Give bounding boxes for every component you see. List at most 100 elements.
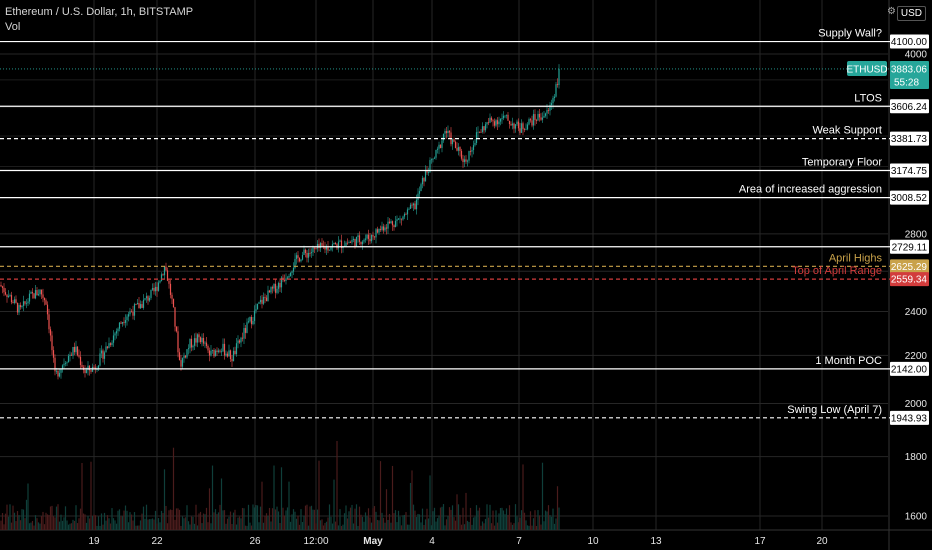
candle-body (256, 303, 259, 310)
volume-bar (244, 525, 247, 530)
candle-body (487, 122, 490, 124)
volume-bar (405, 512, 407, 530)
price-tick-label: 2400 (905, 307, 928, 318)
candle-body (202, 337, 205, 344)
candle-body (306, 253, 308, 258)
candle-body (144, 298, 146, 300)
volume-bar (18, 515, 20, 530)
candle-body (519, 128, 521, 133)
volume-bar (435, 521, 437, 530)
level-label: Area of increased aggression (739, 184, 882, 196)
volume-bar (444, 525, 446, 530)
candle-body (240, 337, 242, 343)
volume-bar (550, 516, 553, 530)
candle-body (432, 158, 434, 160)
candle-body (285, 278, 287, 281)
candle-body (447, 130, 449, 134)
volume-bar (13, 512, 16, 530)
volume-bar (325, 521, 328, 530)
volume-bar (174, 519, 176, 530)
volume-bar (109, 523, 112, 530)
symbol-title[interactable]: Ethereum / U.S. Dollar, 1h, BITSTAMP (5, 6, 194, 18)
volume-indicator-label[interactable]: Vol (5, 21, 21, 33)
candle-body (21, 305, 23, 308)
volume-bar (397, 510, 400, 530)
candle-body (367, 234, 370, 239)
candle-body (309, 252, 311, 254)
volume-bar (219, 504, 221, 530)
candle-body (460, 150, 463, 159)
volume-bar (291, 514, 293, 530)
volume-bar (276, 506, 278, 530)
volume-bar (462, 507, 464, 530)
candle-body (526, 124, 529, 130)
time-tick-label: 26 (249, 536, 261, 547)
candle-body (228, 350, 230, 357)
volume-bar (88, 518, 91, 530)
candle-body (273, 283, 275, 289)
candle-body (12, 302, 14, 304)
level-price-tag-text: 2625.29 (891, 262, 928, 273)
volume-bar (3, 524, 5, 530)
volume-bar (144, 518, 146, 530)
candle-body (184, 355, 187, 358)
volume-bar (364, 512, 367, 530)
candle-body (216, 350, 218, 352)
level-label: LTOS (854, 92, 882, 104)
volume-bar (79, 508, 82, 530)
volume-bar (154, 510, 157, 530)
volume-bar (166, 523, 169, 530)
gear-icon[interactable]: ⚙ (887, 6, 896, 17)
candle-body (40, 289, 43, 295)
volume-bar (58, 521, 61, 530)
candle-body (183, 355, 185, 359)
volume-bar (10, 522, 13, 530)
candle-body (463, 159, 466, 163)
candle-body (258, 302, 260, 304)
volume-bar (159, 522, 161, 530)
volume-bar (129, 512, 131, 530)
candle-body (196, 334, 199, 343)
candle-body (483, 126, 485, 131)
candle-body (262, 296, 265, 304)
volume-bar (354, 508, 356, 530)
candle-body (103, 352, 106, 359)
volume-bar (157, 518, 160, 530)
volume-bar (250, 525, 253, 530)
candle-body (475, 132, 478, 143)
volume-bar (273, 465, 275, 530)
volume-bar (169, 509, 172, 530)
candle-body (237, 340, 239, 344)
volume-bar (376, 519, 379, 530)
volume-bar (52, 516, 55, 530)
volume-bar (433, 507, 436, 530)
candle-body (549, 104, 551, 111)
candle-body (396, 219, 398, 221)
volume-bar (82, 513, 85, 530)
volume-bar (324, 523, 326, 530)
candle-body (529, 119, 532, 121)
volume-bar (93, 514, 95, 530)
candle-body (537, 113, 539, 121)
volume-bar (358, 506, 361, 530)
candle-body (16, 302, 19, 313)
volume-bar (403, 514, 406, 530)
time-tick-label: 10 (587, 536, 599, 547)
volume-bar (378, 520, 380, 530)
volume-bar (97, 516, 100, 530)
volume-bar (195, 504, 197, 530)
candle-body (19, 305, 22, 308)
candle-body (73, 346, 76, 353)
candle-body (57, 370, 59, 377)
volume-bar (468, 522, 470, 530)
candle-body (391, 221, 394, 226)
volume-bar (24, 518, 26, 530)
volume-bar (63, 517, 65, 530)
candle-body (255, 309, 257, 311)
volume-bar (547, 505, 550, 530)
candle-body (441, 140, 443, 148)
currency-button[interactable]: USD (896, 6, 926, 21)
volume-bar (9, 504, 11, 530)
volume-bar (519, 517, 521, 530)
